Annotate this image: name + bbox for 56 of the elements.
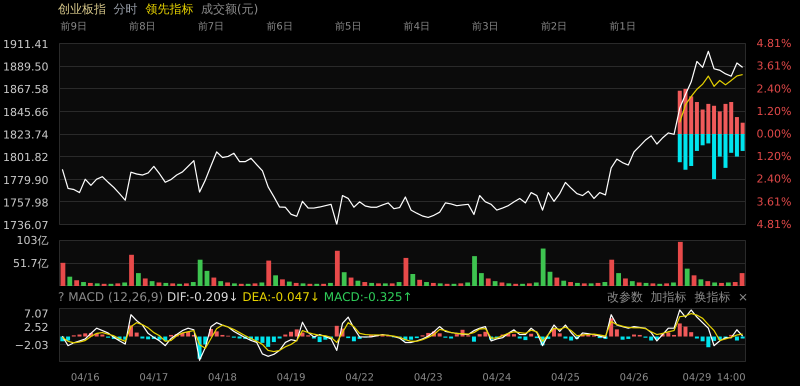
y-tick-label: 1823.74 [3, 128, 49, 142]
x-tick-label: 前1日 [609, 20, 636, 32]
text: DEA:-0.047↓ [242, 290, 320, 304]
y2-tick-label: 3.61% [756, 60, 792, 73]
y2-tick-label: 1.20% [756, 104, 792, 118]
x-tick-label: 04/26 [620, 372, 648, 384]
y-tick-label: −2.03 [14, 339, 49, 352]
x-tick-label: 前9日 [60, 20, 87, 32]
x-tick-label: 04/22 [345, 372, 374, 384]
chart-title: 创业板指 [58, 2, 106, 16]
x-tick-label: 04/29 [682, 372, 712, 384]
x-tick-label: 04/23 [414, 372, 443, 384]
y-tick-label: 51.7亿 [13, 256, 49, 270]
text: 领先指标 [145, 2, 194, 16]
y-tick-label: 1757.98 [3, 196, 49, 210]
y-tick-label: 1801.82 [3, 151, 49, 164]
y2-tick-label: 3.61% [756, 195, 792, 208]
x-tick-label: 04/25 [551, 372, 580, 384]
x-tick-label: 前8日 [129, 20, 156, 32]
y-tick-label: 1867.58 [3, 83, 49, 96]
x-tick-label: 14:00 [716, 372, 746, 384]
x-tick-label: 04/18 [208, 372, 237, 384]
y2-tick-label: 4.81% [756, 218, 792, 231]
text: ? [58, 290, 64, 304]
x-tick-label: 04/17 [139, 372, 168, 384]
x-tick-label: 04/16 [70, 372, 100, 384]
x-tick-label: 04/19 [276, 372, 306, 384]
y-tick-label: 1889.50 [3, 60, 49, 74]
y-tick-label: 2.52 [24, 321, 49, 334]
x-tick-label: 04/24 [482, 372, 512, 384]
x-tick-label: 前5日 [335, 20, 362, 32]
x-tick-label: 前6日 [266, 20, 293, 32]
text: DIF:-0.209↓ [166, 290, 239, 304]
y2-tick-label: 4.81% [756, 37, 792, 50]
y-tick-label: 103亿 [16, 234, 49, 247]
y2-tick-label: 1.20% [756, 150, 792, 164]
x-tick-label: 前3日 [472, 20, 499, 32]
text: MACD:-0.325↑ [324, 290, 413, 304]
y2-tick-label: 0.00% [756, 128, 792, 140]
text: 分时 [114, 2, 138, 16]
text: 改参数 [607, 290, 644, 304]
text: 成交额(元) [200, 2, 258, 16]
text: 换指标 [694, 290, 730, 304]
x-tick-label: 前4日 [404, 20, 430, 32]
x-tick-label: 前7日 [198, 20, 224, 32]
y-tick-label: 1845.66 [3, 106, 49, 119]
y2-tick-label: 2.40% [756, 172, 792, 186]
y-tick-label: 7.07 [24, 308, 49, 320]
x-tick-label: 前2日 [540, 20, 568, 32]
text: 加指标 [650, 290, 687, 304]
text: × [738, 290, 748, 304]
y2-tick-label: 2.40% [756, 82, 792, 96]
y-tick-label: 1736.07 [3, 219, 49, 232]
y-tick-label: 1911.41 [3, 38, 49, 51]
y-tick-label: 1779.90 [3, 174, 49, 187]
text: MACD (12,26,9) [68, 290, 164, 304]
